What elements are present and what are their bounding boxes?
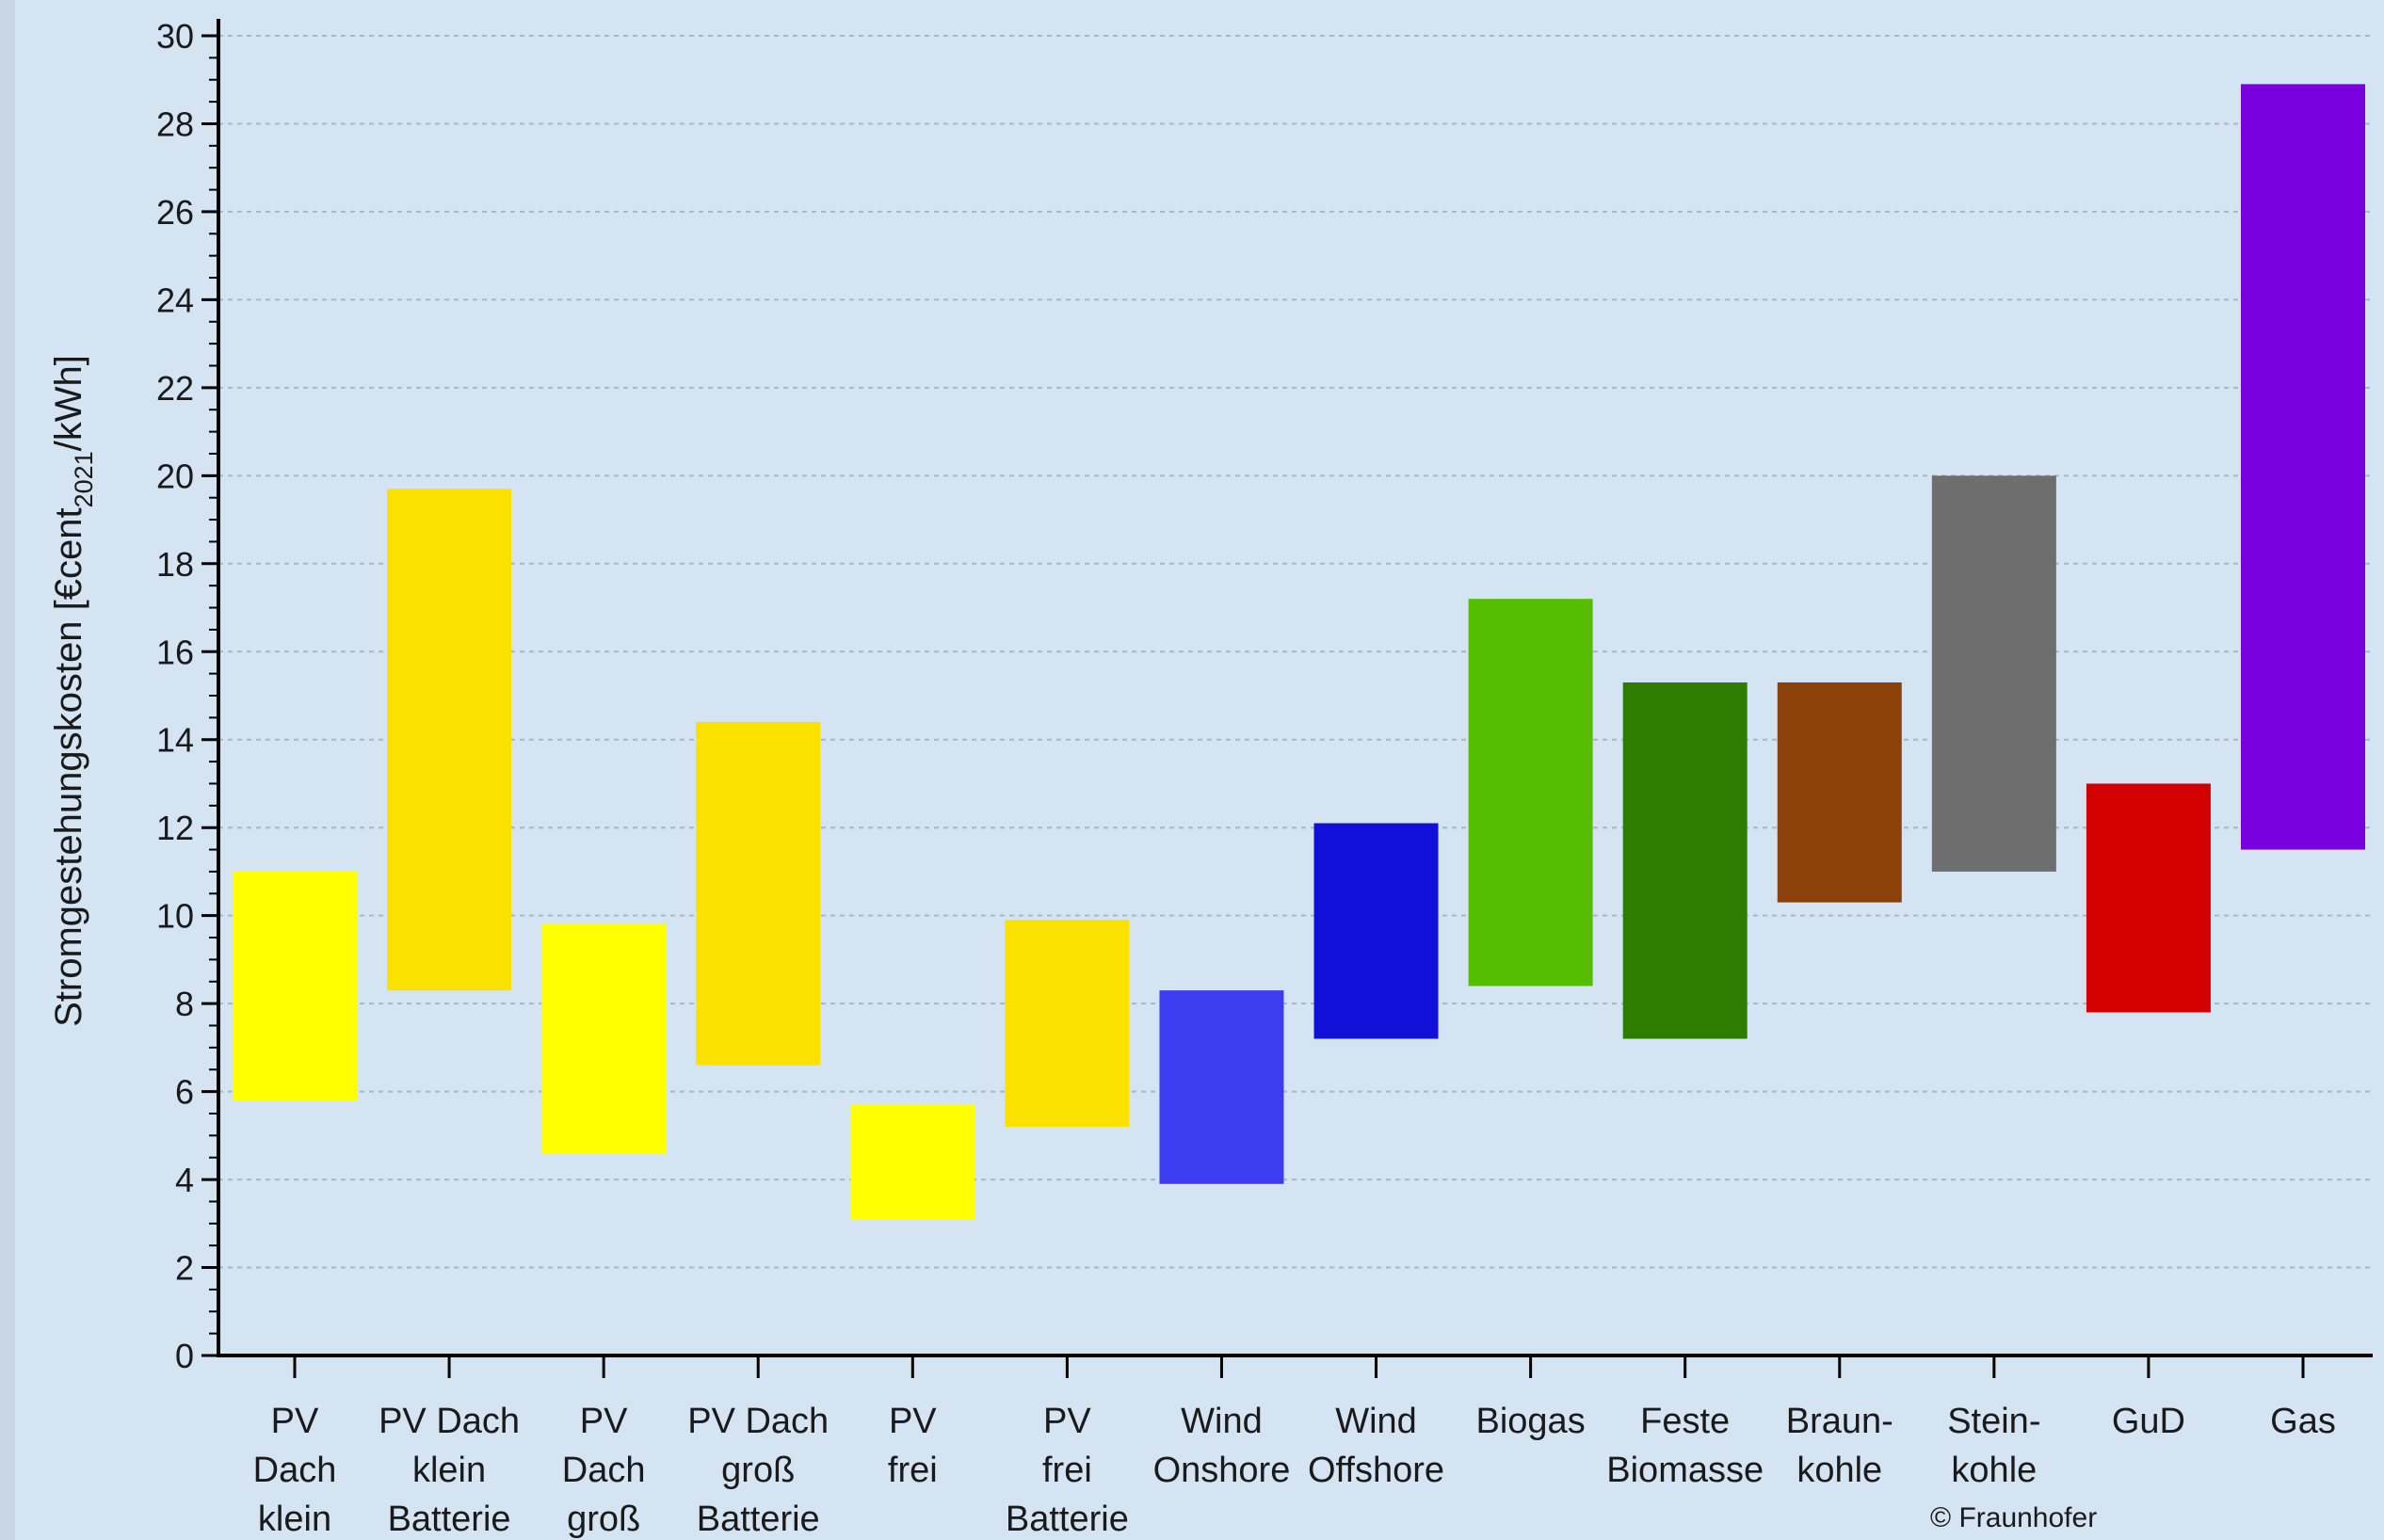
x-category-label: Wind (1335, 1402, 1417, 1441)
y-axis-label: Stromgestehungskosten [€cent2021/kWh] (48, 355, 98, 1027)
range-bar (1005, 920, 1130, 1127)
x-category-label: PV (271, 1402, 319, 1441)
x-category-label: Offshore (1308, 1451, 1444, 1490)
x-category-label: Batterie (1006, 1500, 1129, 1539)
range-bar (1313, 823, 1439, 1039)
y-tick-label: 18 (156, 545, 194, 584)
range-bar (1777, 682, 1902, 903)
y-tick-label: 24 (156, 281, 194, 319)
y-axis-label-subscript: 2021 (70, 451, 98, 507)
copyright-notice: © Fraunhofer (1930, 1502, 2097, 1533)
y-tick-label: 28 (156, 104, 194, 143)
y-tick-label: 4 (175, 1161, 194, 1199)
x-category-label: Gas (2270, 1402, 2336, 1441)
range-bar (2241, 84, 2365, 850)
x-category-label: klein (412, 1451, 486, 1490)
y-axis-label-suffix: /kWh] (48, 355, 89, 451)
range-bar (696, 722, 821, 1066)
x-category-label: Wind (1181, 1402, 1263, 1441)
y-tick-label: 20 (156, 457, 194, 495)
x-category-label: kohle (1951, 1451, 2037, 1490)
x-category-label: Onshore (1153, 1451, 1291, 1490)
y-tick-label: 16 (156, 633, 194, 671)
range-bar (541, 924, 667, 1154)
x-category-label: Dach (253, 1451, 337, 1490)
x-category-label: PV (580, 1402, 628, 1441)
x-category-label: Batterie (388, 1500, 511, 1539)
x-category-label: klein (258, 1500, 331, 1539)
y-tick-label: 6 (175, 1073, 194, 1112)
y-axis-label-prefix: Stromgestehungskosten [€cent (48, 507, 89, 1026)
chart-border (0, 0, 15, 1540)
y-tick-label: 14 (156, 721, 194, 760)
y-tick-label: 0 (175, 1337, 194, 1375)
x-category-label: Batterie (697, 1500, 820, 1539)
range-bar (233, 871, 357, 1100)
x-category-label: Biogas (1476, 1402, 1586, 1441)
x-category-label: PV (889, 1402, 937, 1441)
x-category-label: PV (1043, 1402, 1091, 1441)
x-category-label: groß (567, 1500, 640, 1539)
y-tick-label: 10 (156, 897, 194, 936)
x-category-labels: PV Dach klein PV Dach klein Batterie PV Dach gro… (253, 1402, 2336, 1539)
axes (201, 19, 2373, 1378)
y-tick-label: 2 (175, 1249, 194, 1288)
x-category-label: frei (1042, 1451, 1092, 1490)
range-bar (1931, 475, 2056, 872)
x-category-label: GuD (2112, 1402, 2185, 1441)
x-category-label: Stein- (1947, 1402, 2040, 1441)
range-bar (850, 1104, 975, 1220)
y-tick-label: 8 (175, 985, 194, 1023)
x-category-label: PV Dach (379, 1402, 520, 1441)
x-category-label: PV Dach (687, 1402, 829, 1441)
range-bar (1159, 990, 1284, 1184)
range-bar (1468, 599, 1593, 987)
y-tick-label: 30 (156, 17, 194, 56)
range-bar (387, 489, 512, 991)
x-category-label: Braun- (1786, 1402, 1893, 1441)
x-category-label: Feste (1640, 1402, 1730, 1441)
x-category-label: Biomasse (1606, 1451, 1764, 1490)
x-category-label: Dach (562, 1451, 646, 1490)
y-tick-label: 22 (156, 369, 194, 408)
x-category-label: groß (721, 1451, 795, 1490)
bars (233, 84, 2365, 1220)
x-category-label: kohle (1796, 1451, 1882, 1490)
range-bar (1622, 682, 1748, 1039)
x-category-label: frei (888, 1451, 938, 1490)
y-tick-label: 26 (156, 193, 194, 232)
y-tick-label: 12 (156, 809, 194, 847)
range-bar (2086, 783, 2211, 1013)
